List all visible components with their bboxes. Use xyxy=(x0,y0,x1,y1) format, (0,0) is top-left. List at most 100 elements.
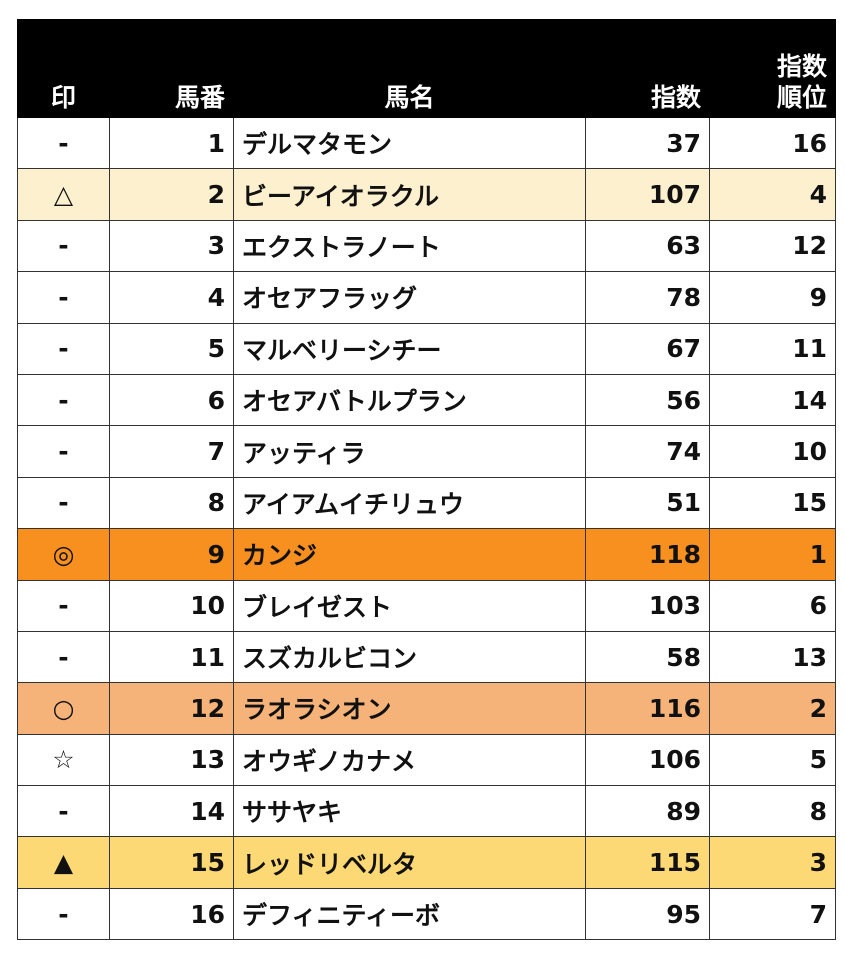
index-rank-cell: 13 xyxy=(709,630,836,684)
index-value-cell: 103 xyxy=(585,579,710,632)
index-value-cell: 118 xyxy=(585,528,710,581)
horse-name-cell: ササヤキ xyxy=(233,785,586,838)
mark-cell: ☆ xyxy=(17,733,110,787)
index-rank-cell: 6 xyxy=(709,579,836,632)
header-index: 指数 xyxy=(585,19,710,118)
index-rank-cell: 5 xyxy=(709,733,836,787)
header-rank-line1: 指数 xyxy=(776,51,827,81)
horse-number-cell: 16 xyxy=(109,887,234,941)
index-value-cell: 89 xyxy=(585,785,710,838)
horse-name-cell: スズカルビコン xyxy=(233,630,586,684)
index-rank-cell: 4 xyxy=(709,168,836,221)
horse-number-cell: 10 xyxy=(109,579,234,632)
header-mark: 印 xyxy=(17,19,110,118)
horse-name-cell: ラオラシオン xyxy=(233,682,586,735)
horse-number-cell: 11 xyxy=(109,630,234,684)
index-value-cell: 95 xyxy=(585,887,710,941)
horse-number-cell: 15 xyxy=(109,836,234,889)
horse-number-cell: 1 xyxy=(109,116,234,170)
mark-cell: - xyxy=(17,476,110,530)
table-header-row: 印 馬番 馬名 指数 指数 順位 xyxy=(17,19,836,118)
horse-name-cell: デルマタモン xyxy=(233,116,586,170)
horse-name-cell: アイアムイチリュウ xyxy=(233,476,586,530)
horse-name-cell: デフィニティーボ xyxy=(233,887,586,941)
horse-name-cell: エクストラノート xyxy=(233,219,586,273)
mark-cell: - xyxy=(17,271,110,324)
table-row: ○ 12 ラオラシオン 116 2 xyxy=(17,682,836,735)
table-row: -16 デフィニティーボ 95 7 xyxy=(17,887,836,941)
horse-number-cell: 13 xyxy=(109,733,234,787)
horse-name-cell: オセアフラッグ xyxy=(233,271,586,324)
horse-number-cell: 8 xyxy=(109,476,234,530)
index-value-cell: 37 xyxy=(585,116,710,170)
index-ranking-table: 印 馬番 馬名 指数 指数 順位 -1 デルマタモン 37 16 △ 2 ビーアイオラクル 1… xyxy=(17,19,836,941)
index-rank-cell: 7 xyxy=(709,887,836,941)
horse-name-cell: レッドリベルタ xyxy=(233,836,586,889)
mark-cell: - xyxy=(17,116,110,170)
horse-number-cell: 12 xyxy=(109,682,234,735)
horse-name-cell: オセアバトルプラン xyxy=(233,373,586,427)
mark-cell: - xyxy=(17,887,110,941)
mark-cell: ◎ xyxy=(17,528,110,581)
horse-name-cell: ブレイゼスト xyxy=(233,579,586,632)
index-value-cell: 58 xyxy=(585,630,710,684)
horse-number-cell: 7 xyxy=(109,425,234,478)
index-value-cell: 63 xyxy=(585,219,710,273)
index-rank-cell: 15 xyxy=(709,476,836,530)
index-rank-cell: 12 xyxy=(709,219,836,273)
mark-cell: - xyxy=(17,630,110,684)
table-row: ▲ 15 レッドリベルタ 115 3 xyxy=(17,836,836,889)
horse-number-cell: 9 xyxy=(109,528,234,581)
table-row: -3 エクストラノート 63 12 xyxy=(17,219,836,273)
index-rank-cell: 2 xyxy=(709,682,836,735)
index-rank-cell: 3 xyxy=(709,836,836,889)
index-rank-cell: 16 xyxy=(709,116,836,170)
table-body: -1 デルマタモン 37 16 △ 2 ビーアイオラクル 107 4-3 エクストラノート 63 12… xyxy=(17,116,836,941)
mark-cell: - xyxy=(17,425,110,478)
horse-name-cell: アッティラ xyxy=(233,425,586,478)
index-value-cell: 106 xyxy=(585,733,710,787)
header-rank-line2: 順位 xyxy=(776,82,827,112)
index-rank-cell: 9 xyxy=(709,271,836,324)
table-row: △ 2 ビーアイオラクル 107 4 xyxy=(17,168,836,221)
horse-number-cell: 2 xyxy=(109,168,234,221)
index-rank-cell: 14 xyxy=(709,373,836,427)
horse-number-cell: 4 xyxy=(109,271,234,324)
mark-cell: - xyxy=(17,322,110,375)
table-row: -5 マルベリーシチー 67 11 xyxy=(17,322,836,375)
horse-number-cell: 3 xyxy=(109,219,234,273)
header-number: 馬番 xyxy=(109,19,234,118)
horse-name-cell: マルベリーシチー xyxy=(233,322,586,375)
table-row: -6 オセアバトルプラン 56 14 xyxy=(17,373,836,427)
header-rank: 指数 順位 xyxy=(709,19,836,118)
index-value-cell: 115 xyxy=(585,836,710,889)
horse-number-cell: 14 xyxy=(109,785,234,838)
mark-cell: - xyxy=(17,373,110,427)
mark-cell: - xyxy=(17,785,110,838)
mark-cell: △ xyxy=(17,168,110,221)
index-value-cell: 116 xyxy=(585,682,710,735)
mark-cell: ▲ xyxy=(17,836,110,889)
table-row: -14 ササヤキ 89 8 xyxy=(17,785,836,838)
table-row: -1 デルマタモン 37 16 xyxy=(17,116,836,170)
horse-name-cell: ビーアイオラクル xyxy=(233,168,586,221)
horse-name-cell: オウギノカナメ xyxy=(233,733,586,787)
horse-name-cell: カンジ xyxy=(233,528,586,581)
index-rank-cell: 10 xyxy=(709,425,836,478)
mark-cell: - xyxy=(17,219,110,273)
table-row: -7 アッティラ 74 10 xyxy=(17,425,836,478)
table-row: ☆ 13 オウギノカナメ 106 5 xyxy=(17,733,836,787)
table-row: -10 ブレイゼスト 103 6 xyxy=(17,579,836,632)
index-value-cell: 74 xyxy=(585,425,710,478)
table-row: -4 オセアフラッグ 78 9 xyxy=(17,271,836,324)
mark-cell: - xyxy=(17,579,110,632)
table-row: ◎ 9 カンジ 118 1 xyxy=(17,528,836,581)
index-value-cell: 78 xyxy=(585,271,710,324)
index-rank-cell: 11 xyxy=(709,322,836,375)
index-value-cell: 67 xyxy=(585,322,710,375)
horse-number-cell: 6 xyxy=(109,373,234,427)
table-row: -8 アイアムイチリュウ 51 15 xyxy=(17,476,836,530)
table-row: -11 スズカルビコン 58 13 xyxy=(17,630,836,684)
index-value-cell: 51 xyxy=(585,476,710,530)
index-rank-cell: 8 xyxy=(709,785,836,838)
